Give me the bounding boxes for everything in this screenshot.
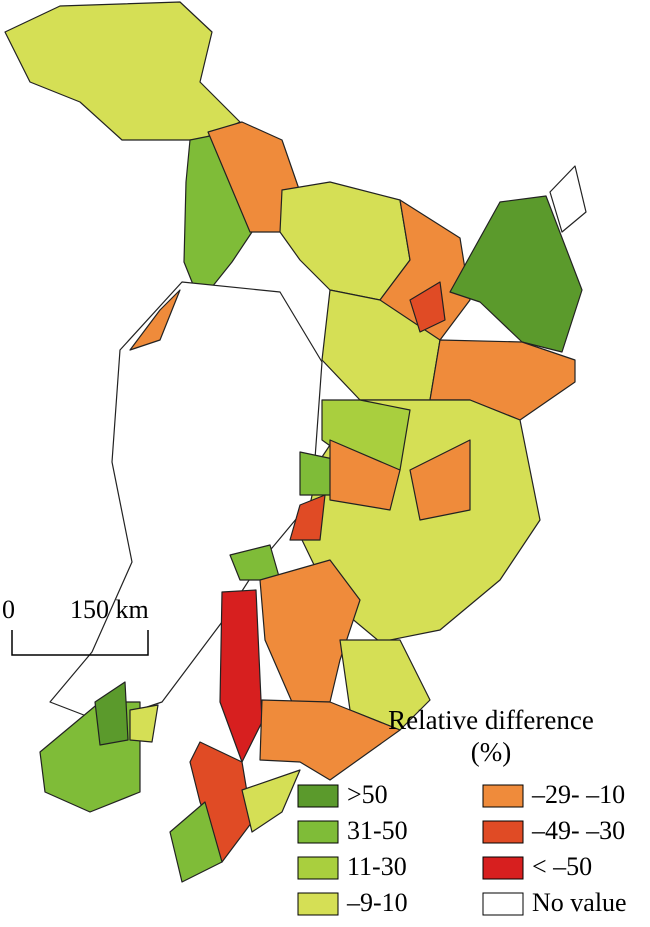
legend-label: 11-30 xyxy=(347,852,407,881)
scale-start: 0 xyxy=(2,595,15,624)
legend-title: Relative difference (%) xyxy=(388,705,594,767)
legend-label: –9-10 xyxy=(346,888,408,917)
region xyxy=(129,289,181,351)
legend-label: >50 xyxy=(347,780,388,809)
region xyxy=(259,699,401,781)
region xyxy=(129,704,159,743)
scale-line xyxy=(11,630,149,656)
legend-swatch xyxy=(482,856,524,880)
legend-label: –29- –10 xyxy=(531,780,625,809)
region xyxy=(449,195,583,353)
region xyxy=(329,439,401,511)
region xyxy=(169,801,223,883)
legend-swatch xyxy=(482,892,524,916)
legend-swatch xyxy=(297,820,339,844)
region xyxy=(339,639,431,731)
region xyxy=(409,439,471,521)
legend-swatch xyxy=(482,784,524,808)
scale-end: 150 km xyxy=(70,595,149,624)
region xyxy=(219,589,263,763)
region xyxy=(289,494,326,541)
legend-label: –49- –30 xyxy=(531,816,625,845)
legend-swatch xyxy=(297,856,339,880)
region xyxy=(259,559,361,703)
legend-swatch xyxy=(297,892,339,916)
legend: >50 31-50 11-30 –9-10 –29- –10 –49- –30 < –50 N… xyxy=(297,780,627,917)
legend-label: 31-50 xyxy=(347,816,408,845)
region xyxy=(241,769,301,833)
legend-label: < –50 xyxy=(532,852,592,881)
legend-swatch xyxy=(297,784,339,808)
legend-label: No value xyxy=(532,888,627,917)
scale-bar: 0 150 km xyxy=(2,595,149,656)
region xyxy=(279,181,411,301)
region xyxy=(4,1,241,141)
region xyxy=(409,281,446,333)
legend-swatch xyxy=(482,820,524,844)
region xyxy=(49,281,323,723)
region-layer xyxy=(4,1,587,883)
region xyxy=(94,681,129,746)
region xyxy=(549,165,587,233)
